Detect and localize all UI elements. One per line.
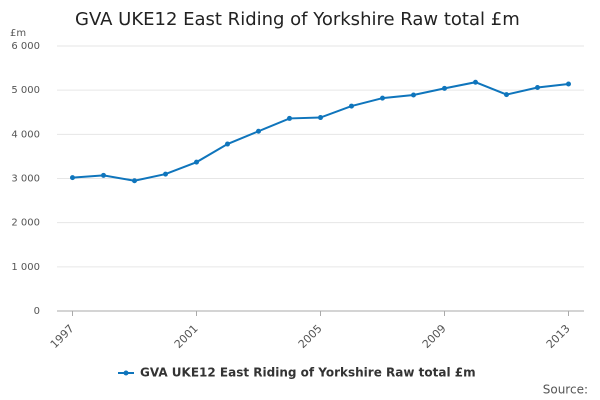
legend-marker — [123, 370, 129, 376]
data-point — [566, 81, 571, 87]
series-line — [72, 81, 569, 182]
x-tick-label: 2001 — [172, 322, 201, 351]
data-point — [535, 85, 540, 91]
y-tick-label: 2 000 — [11, 218, 40, 229]
y-axis-unit: £m — [10, 28, 26, 39]
x-tick-label: 2005 — [296, 322, 325, 351]
x-tick-label: 2013 — [544, 322, 573, 351]
data-point — [473, 79, 478, 85]
data-point — [70, 175, 75, 181]
y-tick-label: 0 — [34, 306, 40, 317]
data-point — [349, 103, 354, 109]
data-point — [132, 178, 137, 184]
data-point — [101, 172, 106, 178]
legend-label: GVA UKE12 East Riding of Yorkshire Raw t… — [140, 366, 476, 380]
data-point — [318, 115, 323, 121]
y-tick-label: 3 000 — [11, 174, 40, 185]
chart-title: GVA UKE12 East Riding of Yorkshire Raw t… — [75, 9, 520, 30]
x-tick-label: 2009 — [420, 322, 449, 351]
data-point — [225, 141, 230, 147]
data-point — [163, 171, 168, 177]
y-tick-label: 5 000 — [11, 85, 40, 96]
data-point — [194, 159, 199, 165]
data-point — [442, 85, 447, 91]
y-tick-label: 1 000 — [11, 262, 40, 273]
y-tick-label: 4 000 — [11, 129, 40, 140]
data-point — [411, 92, 416, 98]
source: Source: — [543, 383, 588, 397]
data-point — [287, 115, 292, 121]
data-point — [504, 92, 509, 98]
data-point — [380, 95, 385, 101]
data-point — [256, 128, 261, 134]
y-tick-label: 6 000 — [11, 41, 40, 52]
x-tick-label: 1997 — [48, 322, 77, 351]
